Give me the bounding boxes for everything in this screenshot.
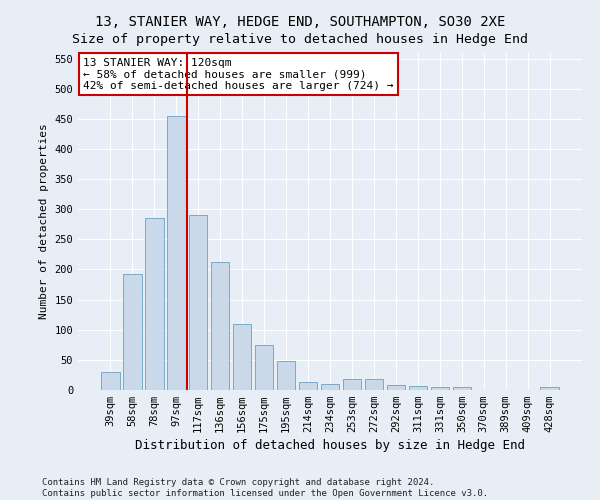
Bar [365,379,383,390]
Bar [299,382,317,390]
Bar [386,385,405,390]
Bar [320,384,340,390]
Bar [233,324,251,390]
Bar [101,372,119,390]
Bar [277,361,295,390]
X-axis label: Distribution of detached houses by size in Hedge End: Distribution of detached houses by size … [135,440,525,452]
Bar [452,387,471,390]
Bar [189,215,208,390]
Bar [145,218,164,390]
Text: 13 STANIER WAY: 120sqm
← 58% of detached houses are smaller (999)
42% of semi-de: 13 STANIER WAY: 120sqm ← 58% of detached… [83,58,394,91]
Bar [343,379,361,390]
Bar [211,262,229,390]
Bar [123,274,142,390]
Text: Size of property relative to detached houses in Hedge End: Size of property relative to detached ho… [72,32,528,46]
Bar [431,387,449,390]
Bar [541,387,559,390]
Bar [409,386,427,390]
Text: 13, STANIER WAY, HEDGE END, SOUTHAMPTON, SO30 2XE: 13, STANIER WAY, HEDGE END, SOUTHAMPTON,… [95,15,505,29]
Bar [167,116,185,390]
Y-axis label: Number of detached properties: Number of detached properties [39,124,49,319]
Bar [255,346,274,390]
Text: Contains HM Land Registry data © Crown copyright and database right 2024.
Contai: Contains HM Land Registry data © Crown c… [42,478,488,498]
